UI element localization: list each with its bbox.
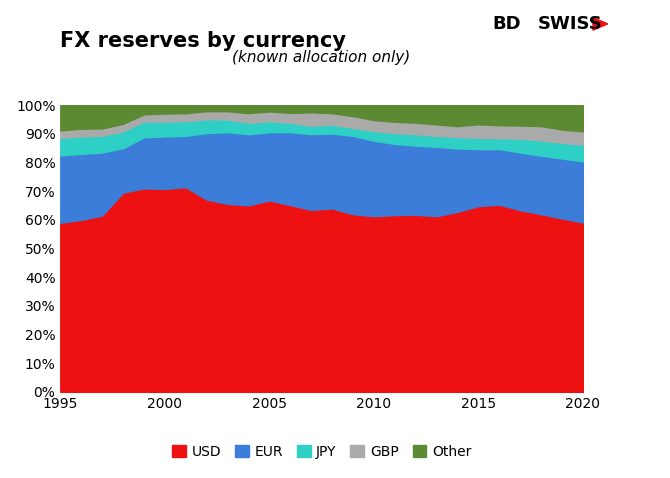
Legend: USD, EUR, JPY, GBP, Other: USD, EUR, JPY, GBP, Other <box>166 439 477 464</box>
Text: BD: BD <box>492 15 521 33</box>
Text: (known allocation only): (known allocation only) <box>232 50 411 65</box>
Text: SWISS: SWISS <box>538 15 603 33</box>
Text: FX reserves by currency: FX reserves by currency <box>60 31 346 51</box>
